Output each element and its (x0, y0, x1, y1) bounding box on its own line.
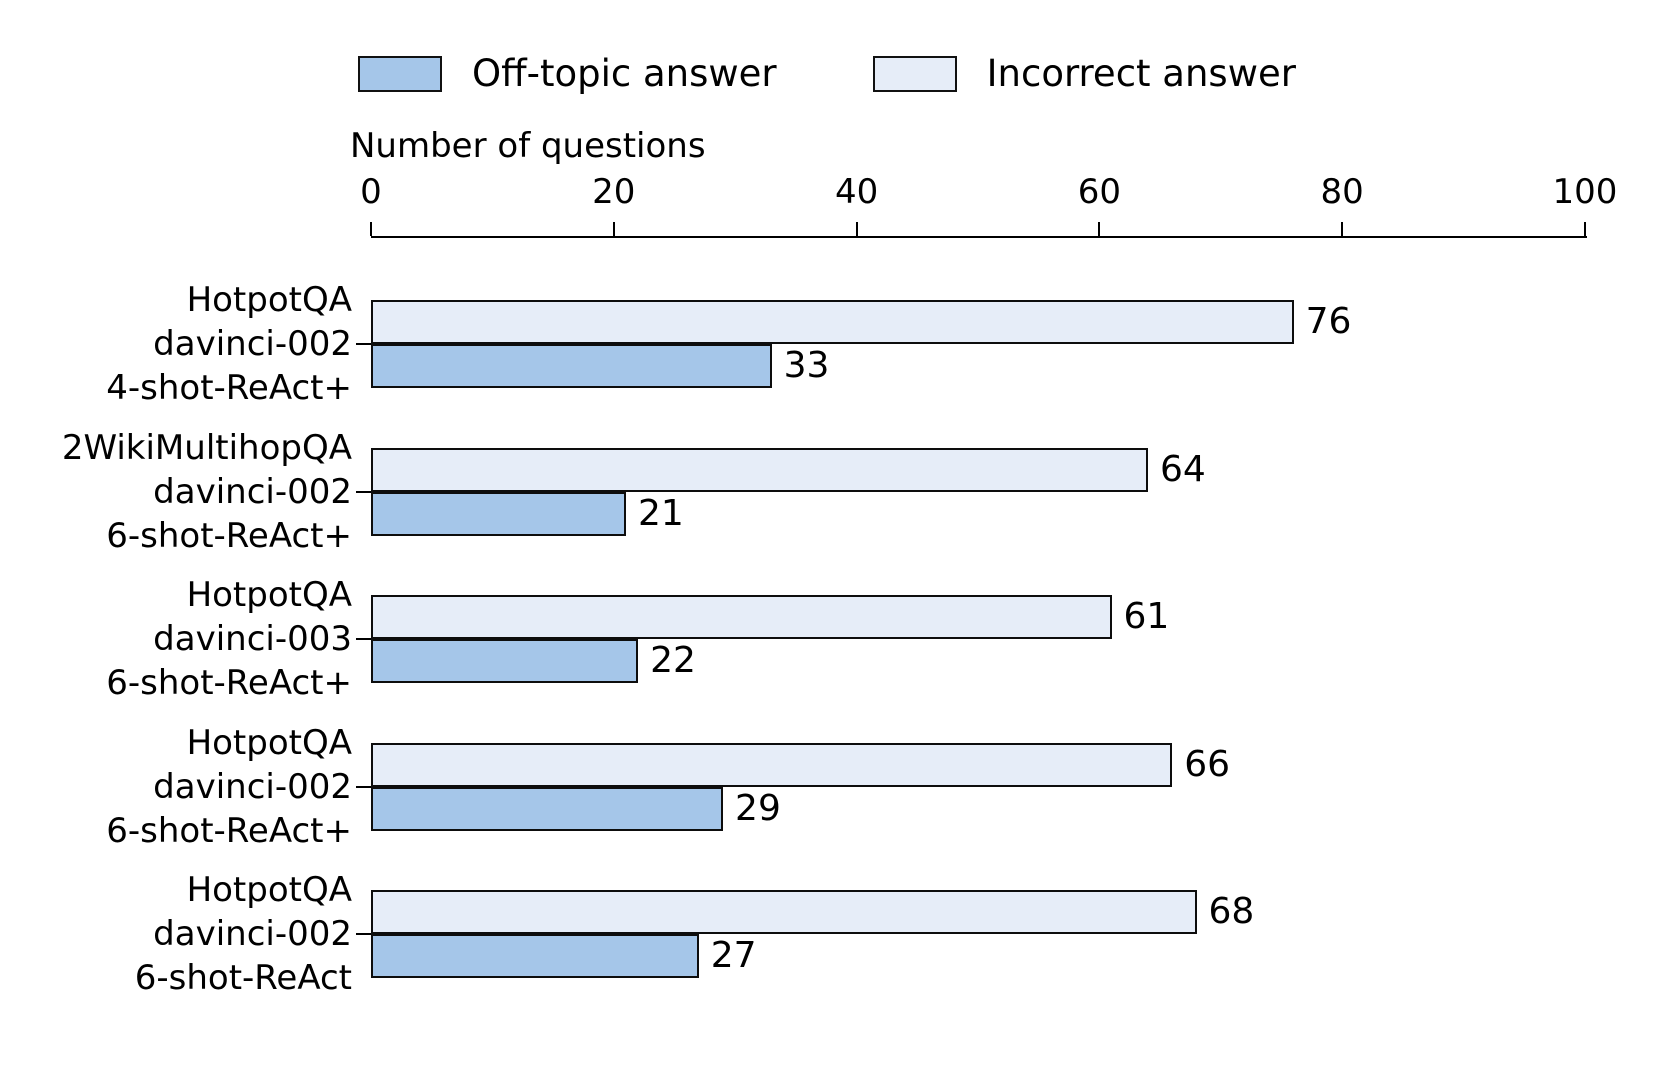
incorrect-answer-bar (371, 742, 1173, 787)
category-label-line: davinci-003 (153, 619, 352, 659)
incorrect-answer-bar (371, 447, 1148, 492)
category-label-line: davinci-002 (153, 766, 352, 807)
bar-value-label: 66 (1184, 743, 1231, 785)
category-label-line: 2WikiMultihopQA (61, 427, 352, 468)
category-tick-mark (356, 638, 371, 640)
x-axis-tick-label: 0 (360, 172, 382, 212)
bar-value-label: 22 (650, 640, 696, 681)
incorrect-answer-bar (371, 595, 1112, 639)
category-label-line: HotpotQA (186, 280, 352, 320)
x-axis-tick-label: 60 (1077, 172, 1122, 212)
off-topic-answer-bar (371, 934, 699, 978)
bar-value-label: 21 (637, 492, 684, 534)
legend-item-incorrect: Incorrect answer (872, 52, 1296, 96)
category-label: HotpotQA davinci-002 6-shot-ReAct+ (8, 721, 352, 853)
legend-label-incorrect: Incorrect answer (986, 52, 1296, 95)
category-label-line: 6-shot-ReAct+ (106, 810, 352, 851)
x-axis-tick-label: 80 (1320, 172, 1364, 212)
x-axis-tick-mark (370, 222, 372, 236)
category-label-line: 4-shot-ReAct+ (106, 368, 352, 408)
category-label: HotpotQA davinci-003 6-shot-ReAct+ (8, 573, 352, 705)
bar-value-label: 61 (1123, 596, 1170, 637)
x-axis-tick-mark (1341, 222, 1344, 236)
category-label-line: davinci-002 (153, 914, 352, 954)
category-tick-mark (356, 343, 371, 345)
category-label-line: davinci-002 (153, 471, 352, 512)
category-tick-mark (356, 785, 371, 788)
category-tick-mark (356, 933, 371, 935)
bar-value-label: 76 (1305, 301, 1352, 342)
legend-item-off-topic: Off-topic answer (358, 52, 777, 96)
x-axis-tick-mark (1098, 222, 1101, 236)
category-label: 2WikiMultihopQA davinci-002 6-shot-ReAct+ (8, 426, 352, 558)
incorrect-answer-bar (371, 890, 1197, 934)
category-label: HotpotQA davinci-002 6-shot-ReAct (8, 868, 352, 1000)
off-topic-answer-bar (371, 786, 724, 831)
off-topic-answer-bar (371, 344, 772, 388)
category-label-line: HotpotQA (186, 575, 352, 615)
x-axis-tick-mark (612, 222, 615, 236)
category-label-line: 6-shot-ReAct (134, 958, 352, 998)
bar-value-label: 33 (783, 345, 830, 386)
legend-label-off-topic: Off-topic answer (472, 52, 777, 95)
x-axis-tick-mark (855, 222, 858, 236)
x-axis-title: Number of questions (350, 126, 706, 166)
category-label-line: HotpotQA (186, 722, 352, 763)
bar-value-label: 64 (1159, 448, 1206, 490)
category-label-line: davinci-002 (153, 324, 352, 364)
category-label: HotpotQA davinci-002 4-shot-ReAct+ (8, 278, 352, 410)
category-tick-mark (356, 490, 371, 493)
category-label-line: 6-shot-ReAct+ (106, 515, 352, 556)
category-label-line: 6-shot-ReAct+ (106, 663, 352, 703)
bar-value-label: 68 (1208, 891, 1255, 932)
bar-value-label: 27 (710, 935, 757, 976)
x-axis-tick-label: 100 (1552, 172, 1618, 212)
off-topic-answer-bar (371, 639, 639, 683)
category-label-line: HotpotQA (186, 870, 352, 910)
x-axis-tick-label: 40 (834, 172, 879, 212)
incorrect-answer-bar (371, 300, 1294, 344)
off-topic-answer-bar (371, 491, 626, 536)
off-topic-swatch-icon (358, 56, 442, 92)
x-axis-tick-label: 20 (592, 172, 636, 212)
bar-value-label: 29 (735, 787, 781, 829)
x-axis-line (371, 236, 1587, 238)
legend: Off-topic answer Incorrect answer (358, 52, 1296, 96)
incorrect-swatch-icon (872, 56, 957, 92)
x-axis-tick-mark (1584, 222, 1586, 236)
